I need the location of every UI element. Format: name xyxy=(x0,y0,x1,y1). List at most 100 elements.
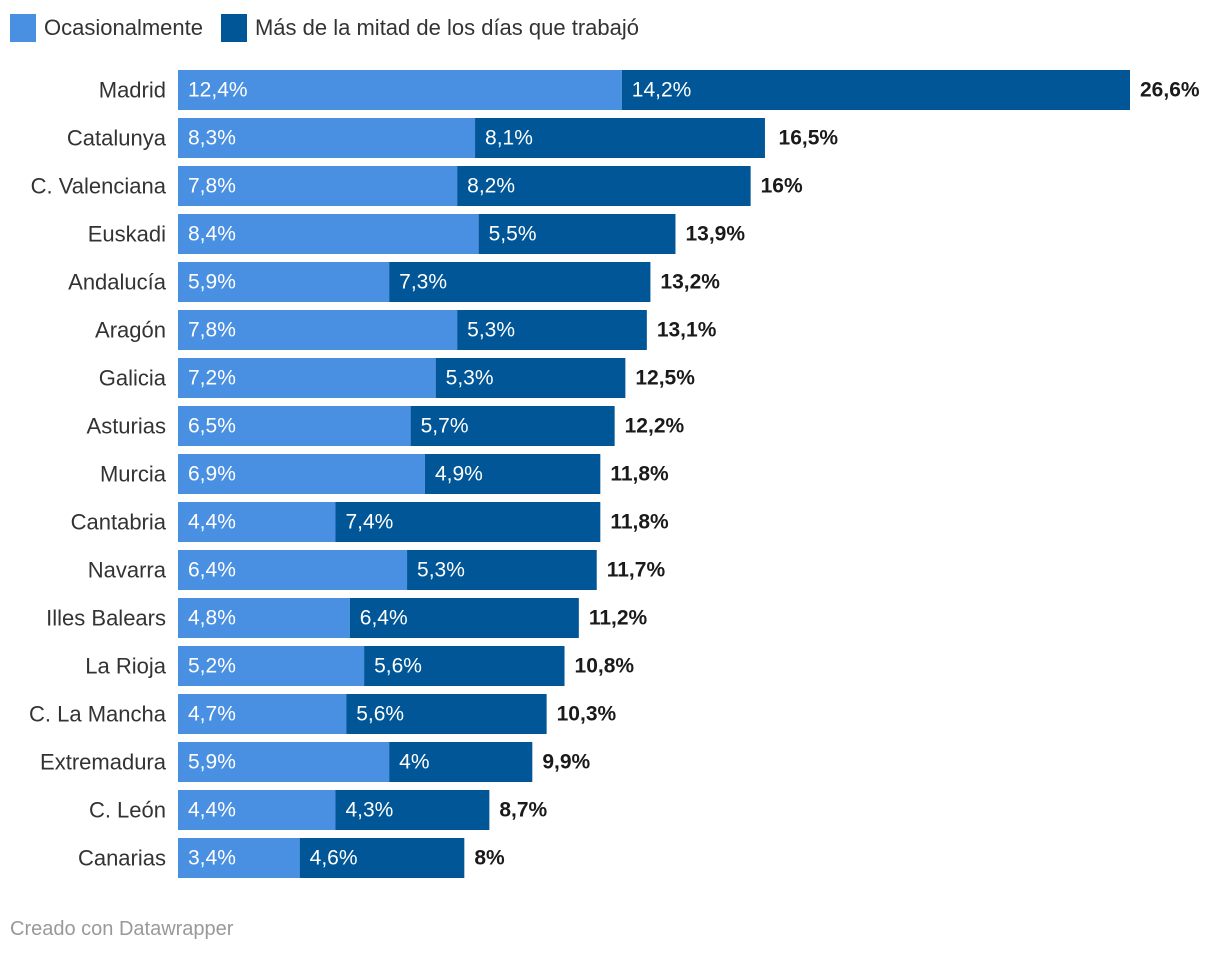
bar-label-galicia-series-1: 7,2% xyxy=(188,367,236,390)
category-label-canarias: Canarias xyxy=(78,846,166,871)
bar-label-canarias-series-1: 3,4% xyxy=(188,847,236,870)
category-label-aragon: Aragón xyxy=(95,318,166,343)
category-label-murcia: Murcia xyxy=(100,462,167,487)
bar-c-la-mancha-series-1 xyxy=(178,694,347,734)
bar-label-illes-balears-series-2: 6,4% xyxy=(360,607,408,630)
bar-label-aragon-series-2: 5,3% xyxy=(467,319,515,342)
total-label-catalunya: 16,5% xyxy=(779,127,839,150)
bar-c-la-mancha-series-2 xyxy=(346,694,547,734)
legend-item-ocasionalmente: Ocasionalmente xyxy=(10,14,203,42)
category-label-c-leon: C. León xyxy=(89,798,166,823)
bar-label-c-valenciana-series-2: 8,2% xyxy=(467,175,515,198)
bar-euskadi-series-1 xyxy=(178,214,479,254)
bar-euskadi-series-2 xyxy=(478,214,676,254)
bar-c-valenciana-series-1 xyxy=(178,166,458,206)
bar-label-extremadura-series-1: 5,9% xyxy=(188,751,236,774)
bar-cantabria-series-2 xyxy=(335,502,601,542)
category-label-euskadi: Euskadi xyxy=(88,222,166,247)
category-label-extremadura: Extremadura xyxy=(40,750,167,775)
bar-c-leon-series-1 xyxy=(178,790,336,830)
bar-label-andalucia-series-2: 7,3% xyxy=(399,271,447,294)
bar-murcia-series-2 xyxy=(424,454,601,494)
legend-item-mas-de-la-mitad: Más de la mitad de los días que trabajó xyxy=(220,14,639,42)
total-label-cantabria: 11,8% xyxy=(610,511,669,534)
legend: Ocasionalmente Más de la mitad de los dí… xyxy=(10,13,657,43)
bar-label-c-la-mancha-series-1: 4,7% xyxy=(188,703,236,726)
bar-label-navarra-series-1: 6,4% xyxy=(188,559,236,582)
category-label-c-valenciana: C. Valenciana xyxy=(31,174,167,199)
bar-madrid-series-1 xyxy=(178,70,622,110)
bar-illes-balears-series-2 xyxy=(349,598,579,638)
category-label-asturias: Asturias xyxy=(87,414,166,439)
bar-label-murcia-series-1: 6,9% xyxy=(188,463,236,486)
bar-cantabria-series-1 xyxy=(178,502,336,542)
bar-la-rioja-series-2 xyxy=(364,646,565,686)
bar-illes-balears-series-1 xyxy=(178,598,350,638)
bar-galicia-series-2 xyxy=(435,358,626,398)
bar-canarias-series-1 xyxy=(178,838,300,878)
bar-murcia-series-1 xyxy=(178,454,425,494)
bar-galicia-series-1 xyxy=(178,358,436,398)
total-label-aragon: 13,1% xyxy=(657,319,717,342)
total-label-extremadura: 9,9% xyxy=(542,751,590,774)
bar-la-rioja-series-1 xyxy=(178,646,365,686)
bar-label-catalunya-series-1: 8,3% xyxy=(188,127,236,150)
total-label-canarias: 8% xyxy=(474,847,505,870)
category-label-catalunya: Catalunya xyxy=(67,126,167,151)
total-label-navarra: 11,7% xyxy=(607,559,666,582)
category-label-navarra: Navarra xyxy=(88,558,167,583)
total-label-andalucia: 13,2% xyxy=(660,271,720,294)
bar-madrid-series-2 xyxy=(621,70,1130,110)
total-label-euskadi: 13,9% xyxy=(685,223,745,246)
bar-extremadura-series-2 xyxy=(389,742,533,782)
total-label-galicia: 12,5% xyxy=(635,367,695,390)
legend-swatch-mas-de-la-mitad xyxy=(220,14,247,42)
bar-label-galicia-series-2: 5,3% xyxy=(446,367,494,390)
bar-label-cantabria-series-1: 4,4% xyxy=(188,511,236,534)
category-label-madrid: Madrid xyxy=(99,78,166,103)
total-label-murcia: 11,8% xyxy=(610,463,669,486)
bar-label-c-leon-series-1: 4,4% xyxy=(188,799,236,822)
bar-label-murcia-series-2: 4,9% xyxy=(435,463,483,486)
bar-asturias-series-1 xyxy=(178,406,411,446)
bar-c-valenciana-series-2 xyxy=(457,166,751,206)
bar-label-madrid-series-2: 14,2% xyxy=(632,79,692,102)
category-label-andalucia: Andalucía xyxy=(68,270,167,295)
total-label-la-rioja: 10,8% xyxy=(575,655,635,678)
bar-canarias-series-2 xyxy=(299,838,465,878)
bar-label-extremadura-series-2: 4% xyxy=(399,751,429,774)
bar-label-c-leon-series-2: 4,3% xyxy=(345,799,393,822)
bar-andalucia-series-1 xyxy=(178,262,390,302)
bar-label-euskadi-series-2: 5,5% xyxy=(489,223,537,246)
bar-label-canarias-series-2: 4,6% xyxy=(310,847,358,870)
category-label-cantabria: Cantabria xyxy=(71,510,167,535)
total-label-c-valenciana: 16% xyxy=(761,175,803,198)
category-label-illes-balears: Illes Balears xyxy=(46,606,166,631)
bar-navarra-series-1 xyxy=(178,550,408,590)
bar-label-andalucia-series-1: 5,9% xyxy=(188,271,236,294)
bar-c-leon-series-2 xyxy=(335,790,490,830)
category-label-c-la-mancha: C. La Mancha xyxy=(29,702,167,727)
bar-label-navarra-series-2: 5,3% xyxy=(417,559,465,582)
bar-label-illes-balears-series-1: 4,8% xyxy=(188,607,236,630)
bar-label-la-rioja-series-1: 5,2% xyxy=(188,655,236,678)
bar-label-asturias-series-2: 5,7% xyxy=(421,415,469,438)
bar-label-cantabria-series-2: 7,4% xyxy=(345,511,393,534)
bar-andalucia-series-2 xyxy=(389,262,651,302)
total-label-madrid: 26,6% xyxy=(1140,79,1200,102)
total-label-c-leon: 8,7% xyxy=(499,799,547,822)
bar-extremadura-series-1 xyxy=(178,742,390,782)
total-label-c-la-mancha: 10,3% xyxy=(557,703,617,726)
bar-asturias-series-2 xyxy=(410,406,615,446)
bar-aragon-series-1 xyxy=(178,310,458,350)
legend-label-mas-de-la-mitad: Más de la mitad de los días que trabajó xyxy=(254,15,639,40)
bar-label-c-la-mancha-series-2: 5,6% xyxy=(356,703,404,726)
legend-label-ocasionalmente: Ocasionalmente xyxy=(44,15,203,40)
legend-swatch-ocasionalmente xyxy=(10,14,36,42)
category-label-la-rioja: La Rioja xyxy=(85,654,166,679)
bar-label-aragon-series-1: 7,8% xyxy=(188,319,236,342)
bar-catalunya-series-2 xyxy=(475,118,765,158)
bar-aragon-series-2 xyxy=(457,310,647,350)
bar-catalunya-series-1 xyxy=(178,118,476,158)
